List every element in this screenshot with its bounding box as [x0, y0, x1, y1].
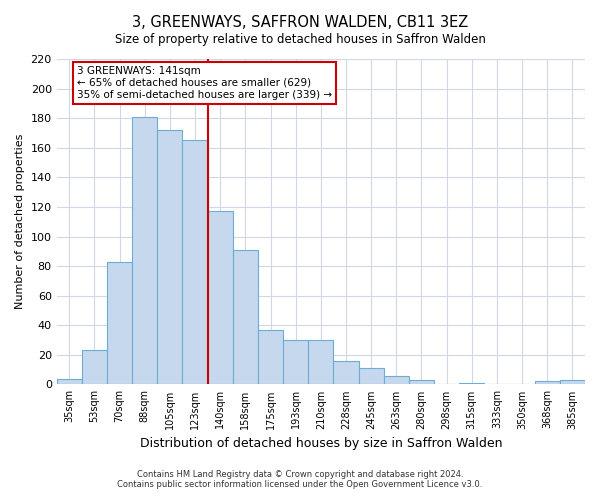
Bar: [334, 361, 359, 384]
Bar: [233, 250, 258, 384]
Bar: [107, 262, 132, 384]
Bar: [409, 380, 434, 384]
Bar: [283, 340, 308, 384]
Y-axis label: Number of detached properties: Number of detached properties: [15, 134, 25, 310]
Bar: [258, 330, 283, 384]
Bar: [384, 376, 409, 384]
Bar: [535, 382, 560, 384]
Bar: [157, 130, 182, 384]
X-axis label: Distribution of detached houses by size in Saffron Walden: Distribution of detached houses by size …: [140, 437, 502, 450]
Text: 3 GREENWAYS: 141sqm
← 65% of detached houses are smaller (629)
35% of semi-detac: 3 GREENWAYS: 141sqm ← 65% of detached ho…: [77, 66, 332, 100]
Bar: [132, 116, 157, 384]
Bar: [560, 380, 585, 384]
Bar: [308, 340, 334, 384]
Bar: [56, 378, 82, 384]
Text: Contains HM Land Registry data © Crown copyright and database right 2024.
Contai: Contains HM Land Registry data © Crown c…: [118, 470, 482, 489]
Bar: [182, 140, 208, 384]
Bar: [208, 212, 233, 384]
Bar: [359, 368, 384, 384]
Bar: [82, 350, 107, 384]
Text: Size of property relative to detached houses in Saffron Walden: Size of property relative to detached ho…: [115, 32, 485, 46]
Bar: [459, 383, 484, 384]
Text: 3, GREENWAYS, SAFFRON WALDEN, CB11 3EZ: 3, GREENWAYS, SAFFRON WALDEN, CB11 3EZ: [132, 15, 468, 30]
